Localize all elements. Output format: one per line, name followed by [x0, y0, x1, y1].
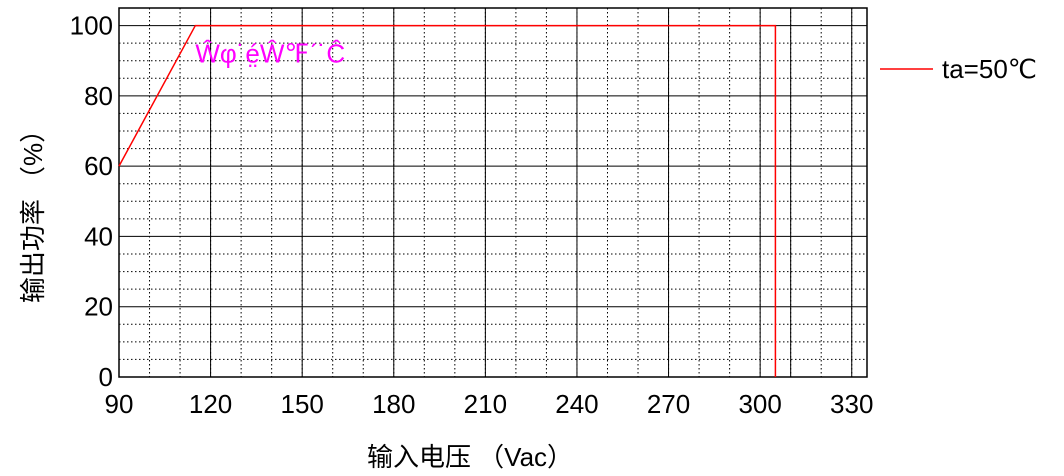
x-tick-label: 300 [738, 389, 781, 419]
y-tick-label: 100 [70, 11, 113, 41]
y-tick-label: 40 [84, 221, 113, 251]
x-tick-label: 210 [464, 389, 507, 419]
plot-frame [118, 7, 868, 378]
y-tick-label: 0 [99, 362, 113, 392]
y-tick-label: 20 [84, 292, 113, 322]
x-tick-label: 90 [105, 389, 134, 419]
y-tick-label: 80 [84, 81, 113, 111]
x-tick-label: 270 [647, 389, 690, 419]
x-tick-label: 330 [830, 389, 873, 419]
x-tick-label: 150 [280, 389, 323, 419]
annotation-text: Ŵφ˙é̤Ŵ℉ˊ˙Ĉ [195, 39, 345, 69]
y-tick-labels: 0 20 40 60 80 100 [70, 11, 113, 392]
x-tick-label: 180 [372, 389, 415, 419]
plot-background [119, 8, 867, 377]
series-line [118, 24, 777, 377]
x-tick-label: 120 [189, 389, 232, 419]
x-tick-labels: 90 120 150 180 210 240 270 300 330 [105, 389, 874, 419]
legend-label: ta=50℃ [942, 54, 1037, 84]
x-axis-title: 输入电压 （Vac） [367, 442, 573, 472]
x-tick-label: 240 [555, 389, 598, 419]
y-tick-label: 60 [84, 151, 113, 181]
y-axis-title: 输出功率 （%） [18, 117, 48, 303]
